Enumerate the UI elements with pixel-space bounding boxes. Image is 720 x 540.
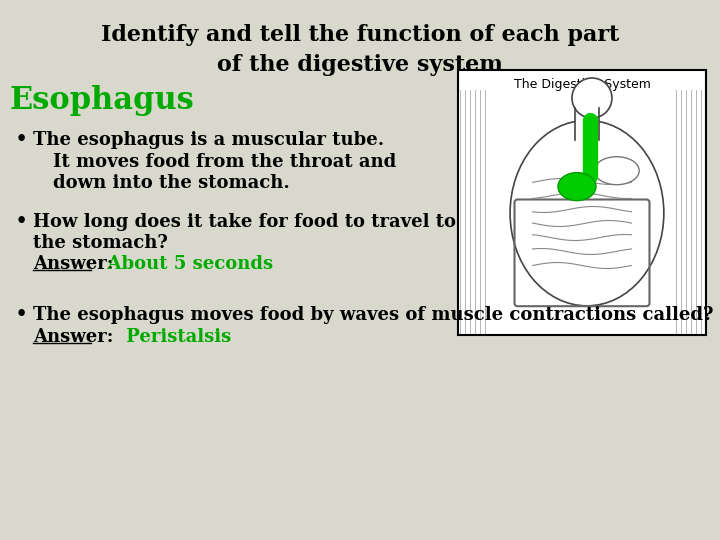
Text: Answer:: Answer: [33, 328, 113, 346]
Text: Answer:: Answer: [33, 255, 113, 273]
Text: •: • [15, 304, 28, 326]
Text: of the digestive system: of the digestive system [217, 54, 503, 76]
Text: How long does it take for food to travel to: How long does it take for food to travel… [33, 213, 456, 231]
Text: •: • [15, 211, 28, 233]
Ellipse shape [510, 120, 664, 306]
Text: It moves food from the throat and: It moves food from the throat and [53, 153, 396, 171]
Bar [458, 70, 706, 335]
Ellipse shape [594, 157, 639, 185]
Text: The Digestive System: The Digestive System [513, 78, 650, 91]
Text: Esophagus: Esophagus [10, 84, 194, 116]
Text: About 5 seconds: About 5 seconds [95, 255, 273, 273]
Ellipse shape [558, 173, 596, 200]
Text: Identify and tell the function of each part: Identify and tell the function of each p… [101, 24, 619, 46]
Circle shape [572, 78, 612, 118]
Text: The esophagus moves food by waves of muscle contractions called?: The esophagus moves food by waves of mus… [33, 306, 714, 324]
Text: Peristalsis: Peristalsis [95, 328, 231, 346]
Text: the stomach?: the stomach? [33, 234, 168, 252]
Text: down into the stomach.: down into the stomach. [53, 174, 289, 192]
Text: •: • [15, 129, 28, 151]
Bar [575, 105, 599, 140]
Text: The esophagus is a muscular tube.: The esophagus is a muscular tube. [33, 131, 384, 149]
